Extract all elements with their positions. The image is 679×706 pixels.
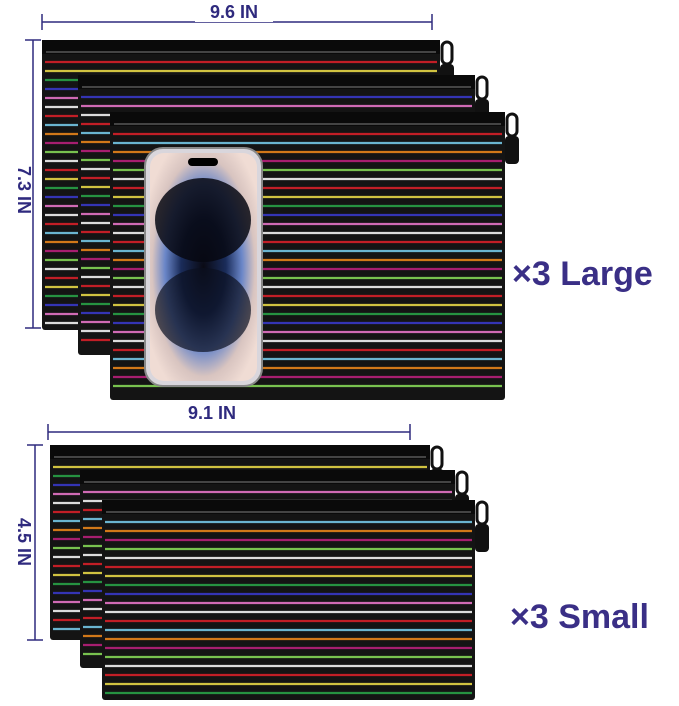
- pouches: [42, 40, 519, 700]
- zipper-band: [42, 40, 440, 54]
- pull-tab: [475, 524, 489, 552]
- pull-ring: [505, 112, 519, 138]
- label-bg: [172, 402, 252, 424]
- zipper-band: [102, 500, 475, 514]
- large-height: 7.3 IN: [14, 166, 34, 214]
- pull-ring: [475, 500, 489, 526]
- small-quantity: ×3 Small: [510, 598, 649, 636]
- large-width: 9.6 IN: [210, 2, 258, 22]
- zipper-band: [50, 445, 430, 459]
- zipper-band: [80, 470, 455, 484]
- large-quantity: ×3 Large: [512, 255, 653, 293]
- pull-ring: [440, 40, 454, 66]
- pull-ring: [475, 75, 489, 101]
- zipper-band: [110, 112, 505, 126]
- label-bg: [195, 2, 273, 22]
- pouch: [102, 500, 489, 700]
- zipper-band: [78, 75, 475, 89]
- pull-tab: [505, 136, 519, 164]
- phone: [144, 147, 263, 387]
- small-height: 4.5 IN: [14, 518, 34, 566]
- small-width: 9.1 IN: [188, 403, 236, 423]
- pull-ring: [455, 470, 469, 496]
- pull-ring: [430, 445, 444, 471]
